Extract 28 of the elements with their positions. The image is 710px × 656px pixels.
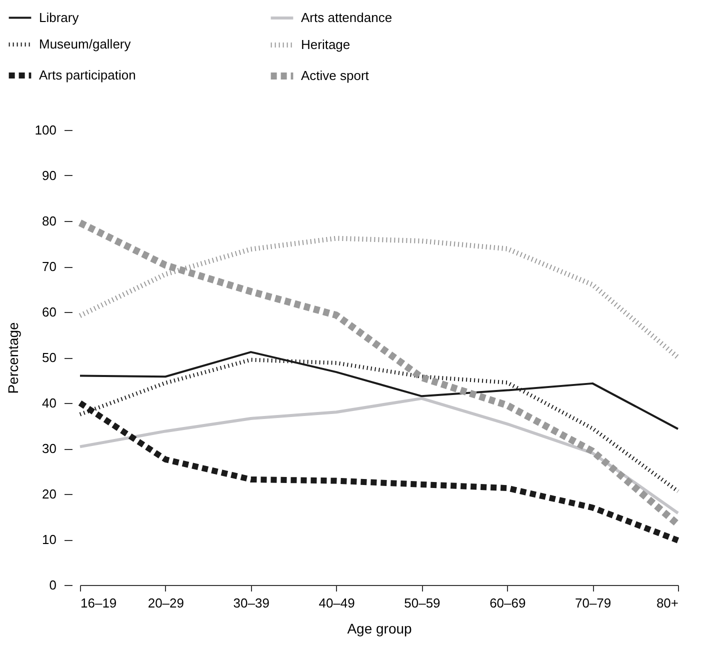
y-tick-label: 30 — [42, 441, 56, 456]
x-axis-title: Age group — [347, 620, 412, 636]
x-tick-label: 20–29 — [148, 596, 184, 610]
legend-label: Active sport — [301, 68, 370, 83]
legend-label: Heritage — [301, 37, 350, 52]
y-tick-label: 100 — [34, 122, 56, 138]
x-tick-label: 80+ — [656, 596, 678, 610]
line-series — [78, 396, 680, 515]
y-tick-label: 10 — [42, 532, 56, 547]
y-tick-label: 20 — [42, 486, 56, 502]
legend-label: Library — [39, 10, 80, 25]
x-tick-label: 40–49 — [318, 596, 355, 610]
x-tick-label: 70–79 — [574, 596, 612, 610]
y-tick-label: 70 — [42, 259, 56, 274]
y-tick-label: 80 — [42, 214, 56, 228]
x-tick-label: 50–59 — [404, 596, 440, 610]
legend-label: Arts attendance — [301, 10, 392, 25]
y-tick-label: 0 — [49, 578, 56, 592]
y-axis-title: Percentage — [4, 322, 21, 394]
x-tick-label: 60–69 — [490, 596, 526, 610]
y-tick-label: 60 — [42, 304, 56, 320]
legend-label: Museum/gallery — [39, 36, 132, 52]
y-tick-label: 50 — [42, 350, 56, 365]
legend-label: Arts participation — [39, 68, 136, 82]
x-tick-label: 30–39 — [233, 596, 270, 610]
y-tick-label: 90 — [42, 168, 56, 183]
x-tick-label: 16–19 — [80, 596, 117, 610]
y-tick-label: 40 — [42, 396, 56, 410]
